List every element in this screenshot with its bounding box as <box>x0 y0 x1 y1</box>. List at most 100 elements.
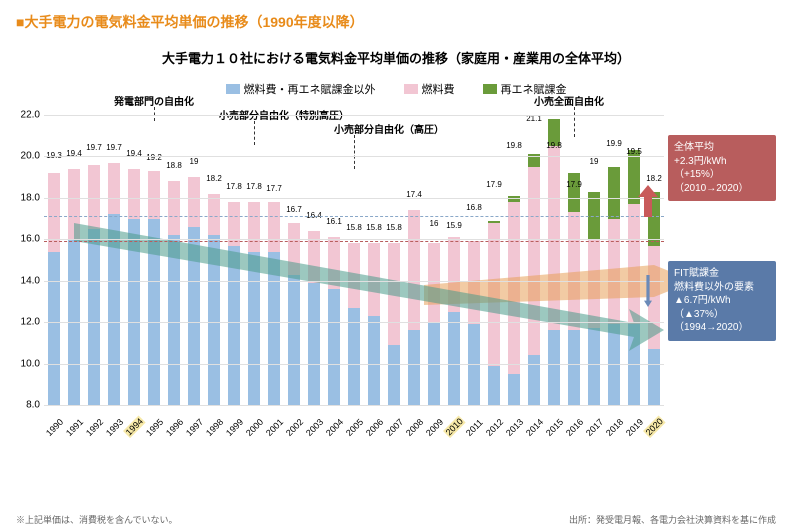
total-label: 19.7 <box>86 143 102 152</box>
x-label: 1997 <box>184 417 205 438</box>
x-label: 2008 <box>404 417 425 438</box>
legend-item-base: 燃料費・再エネ賦課金以外 <box>226 81 376 97</box>
seg-base <box>488 366 500 405</box>
y-tick: 18.0 <box>21 192 40 203</box>
x-label: 1991 <box>64 417 85 438</box>
dash-line-lower <box>44 241 664 242</box>
x-label: 1994 <box>123 415 146 438</box>
grid-line <box>44 239 664 240</box>
seg-levy <box>568 173 580 212</box>
legend-label-fuel: 燃料費 <box>422 81 455 97</box>
annotation-a3: 小売部分自由化（高圧） <box>334 121 444 136</box>
chart-subtitle: 大手電力１０社における電気料金平均単価の推移（家庭用・産業用の全体平均） <box>16 48 776 67</box>
y-tick: 14.0 <box>21 275 40 286</box>
x-label: 1993 <box>104 417 125 438</box>
total-label: 18.2 <box>206 174 222 183</box>
total-label: 19.9 <box>606 139 622 148</box>
x-label: 2020 <box>643 415 666 438</box>
legend-item-fuel: 燃料費 <box>404 81 455 97</box>
y-tick: 22.0 <box>21 110 40 121</box>
total-label: 16.7 <box>286 205 302 214</box>
seg-fuel <box>128 169 140 219</box>
x-label: 1995 <box>144 417 165 438</box>
annotation-line-a3 <box>354 135 355 169</box>
box2-l2: 燃料費以外の要素 <box>674 281 770 295</box>
annotation-a4: 小売全面自由化 <box>534 93 604 108</box>
total-label: 16.8 <box>466 203 482 212</box>
swatch-levy-icon <box>483 84 497 94</box>
total-label: 18.2 <box>646 174 662 183</box>
box1-l2: +2.3円/kWh <box>674 155 770 169</box>
total-label: 17.9 <box>486 180 502 189</box>
x-label: 1990 <box>44 417 65 438</box>
y-tick: 20.0 <box>21 151 40 162</box>
seg-base <box>388 345 400 405</box>
box2-l1: FIT賦課金 <box>674 267 770 281</box>
total-label: 19 <box>190 157 199 166</box>
x-label: 2005 <box>344 417 365 438</box>
seg-base <box>48 252 60 405</box>
bar-stack <box>48 173 60 405</box>
side-callouts: 全体平均 +2.3円/kWh （+15%） （2010→2020） FIT賦課金… <box>668 135 776 341</box>
box1-l4: （2010→2020） <box>674 182 770 196</box>
box2-l5: （1994→2020） <box>674 321 770 335</box>
x-label: 2007 <box>384 417 405 438</box>
legend-label-base: 燃料費・再エネ賦課金以外 <box>244 81 376 97</box>
x-label: 2013 <box>504 417 525 438</box>
grid-line <box>44 198 664 199</box>
x-label: 2000 <box>244 417 265 438</box>
total-label: 19.5 <box>626 147 642 156</box>
grid-line <box>44 115 664 116</box>
annotation-line-a1 <box>154 107 155 121</box>
total-label: 19.2 <box>146 153 162 162</box>
x-label: 2019 <box>624 417 645 438</box>
swatch-base-icon <box>226 84 240 94</box>
x-label: 2003 <box>304 417 325 438</box>
total-label: 19.8 <box>506 141 522 150</box>
seg-fuel <box>108 163 120 215</box>
x-label: 2014 <box>524 417 545 438</box>
callout-fit: FIT賦課金 燃料費以外の要素 ▲6.7円/kWh （▲37%） （1994→2… <box>668 261 776 341</box>
x-label: 2006 <box>364 417 385 438</box>
y-axis: 8.010.012.014.016.018.020.022.0 <box>16 115 42 405</box>
callout-overall-avg: 全体平均 +2.3円/kWh （+15%） （2010→2020） <box>668 135 776 201</box>
x-label: 1992 <box>84 417 105 438</box>
x-label: 2009 <box>424 417 445 438</box>
x-label: 1996 <box>164 417 185 438</box>
total-label: 17.8 <box>226 182 242 191</box>
grid-line <box>44 322 664 323</box>
y-tick: 16.0 <box>21 234 40 245</box>
grid-line <box>44 405 664 406</box>
x-label: 1998 <box>204 417 225 438</box>
x-label: 2011 <box>464 417 485 438</box>
x-label: 2004 <box>324 417 345 438</box>
total-label: 17.9 <box>566 180 582 189</box>
total-label: 17.7 <box>266 184 282 193</box>
plot-area: 19.3199019.4199119.7199219.7199319.41994… <box>44 115 664 405</box>
chart-area: 8.010.012.014.016.018.020.022.0 19.31990… <box>16 115 776 455</box>
total-label: 17.8 <box>246 182 262 191</box>
y-tick: 10.0 <box>21 358 40 369</box>
box2-l4: （▲37%） <box>674 308 770 322</box>
y-tick: 12.0 <box>21 317 40 328</box>
x-label: 2001 <box>264 417 285 438</box>
x-label: 1999 <box>224 417 245 438</box>
total-label: 18.8 <box>166 161 182 170</box>
page-title: ■大手電力の電気料金平均単価の推移（1990年度以降） <box>16 12 776 32</box>
y-tick: 8.0 <box>26 400 40 411</box>
down-arrow-icon <box>638 275 658 307</box>
seg-base <box>508 374 520 405</box>
seg-levy <box>608 167 620 219</box>
seg-fuel <box>148 171 160 219</box>
annotation-line-a4 <box>574 107 575 137</box>
grid-line <box>44 281 664 282</box>
x-label: 2015 <box>544 417 565 438</box>
swatch-fuel-icon <box>404 84 418 94</box>
total-label: 19 <box>590 157 599 166</box>
seg-base <box>648 349 660 405</box>
x-label: 2012 <box>484 417 505 438</box>
total-label: 19.7 <box>106 143 122 152</box>
x-label: 2017 <box>584 417 605 438</box>
bar-col: 19.31990 <box>44 115 64 405</box>
grid-line <box>44 156 664 157</box>
